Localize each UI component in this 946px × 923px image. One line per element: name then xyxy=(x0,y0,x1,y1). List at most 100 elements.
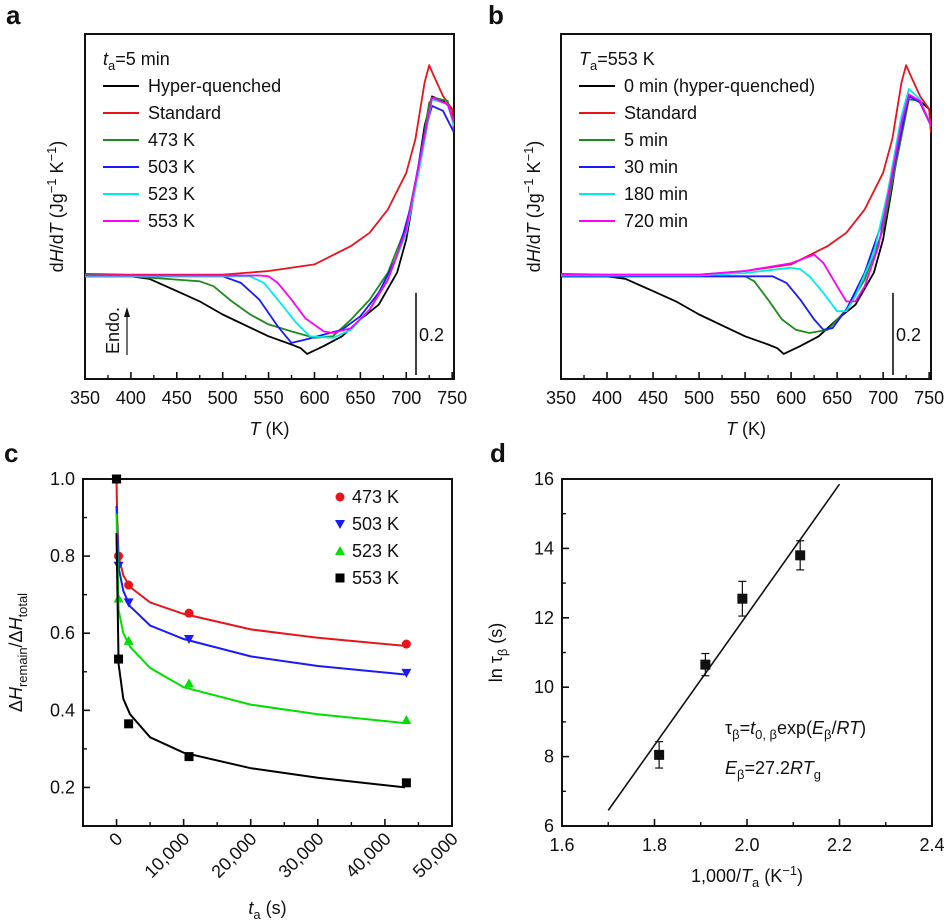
x-axis-label: ta (s) xyxy=(248,898,286,922)
fit-curve-553k xyxy=(115,532,406,789)
x-tick-label: 600 xyxy=(776,388,806,408)
text-segment: exp( xyxy=(777,718,812,738)
legend-marker xyxy=(335,492,345,502)
x-tick-label: 700 xyxy=(391,388,421,408)
x-tick-label: 2.2 xyxy=(827,835,852,855)
fit-line xyxy=(607,483,841,811)
text-segment: ) xyxy=(47,141,67,147)
text-segment: (s) xyxy=(486,623,506,649)
scale-bar-label: 0.2 xyxy=(896,325,921,345)
legend-title: Ta=553 K xyxy=(579,49,655,73)
text-segment: (s) xyxy=(261,898,287,918)
text-segment: E xyxy=(812,718,825,738)
y-tick-label: 12 xyxy=(534,608,554,628)
x-tick-label: 350 xyxy=(546,388,576,408)
legend-label: 30 min xyxy=(624,157,678,177)
legend-label: 553 K xyxy=(352,568,399,588)
text-segment: ) xyxy=(524,141,544,147)
panel-letter: b xyxy=(488,0,504,30)
legend-label: 180 min xyxy=(624,184,688,204)
panel-d: d 1.6 1.8 2.0 2.2 2.4 6 8 10 12 14 16 1,000/Ta (K−1)… xyxy=(486,438,945,890)
text-segment: RT xyxy=(836,718,862,738)
x-tick-label: 2.4 xyxy=(919,835,944,855)
text-segment: ) xyxy=(797,866,803,886)
text-segment: E xyxy=(725,758,738,778)
text-segment: ln τ xyxy=(486,656,506,682)
x-tick-label: 450 xyxy=(162,388,192,408)
text-segment: (K) xyxy=(737,419,766,439)
text-segment: (K xyxy=(759,866,782,886)
x-tick-label: 650 xyxy=(822,388,852,408)
legend-label: Standard xyxy=(148,103,221,123)
data-point xyxy=(737,593,748,604)
text-segment: RT xyxy=(790,758,816,778)
series-line-standard xyxy=(85,64,454,276)
text-segment: K xyxy=(524,161,544,178)
text-segment: remain xyxy=(15,647,30,687)
text-segment: 0, β xyxy=(755,727,777,742)
data-point xyxy=(184,752,194,762)
text-segment: a xyxy=(752,875,760,890)
y-tick-label: 0.2 xyxy=(50,777,75,797)
text-segment: ) xyxy=(860,718,866,738)
text-segment: β xyxy=(737,767,744,782)
data-point xyxy=(184,678,195,688)
panel-letter: a xyxy=(6,0,21,30)
x-axis-label: T (K) xyxy=(250,419,290,439)
text-segment: (Jg xyxy=(524,193,544,223)
plot-frame xyxy=(560,33,932,380)
text-segment: t xyxy=(248,898,254,918)
text-segment: T xyxy=(741,866,754,886)
legend-marker xyxy=(335,573,345,583)
text-segment: t xyxy=(750,718,756,738)
endo-label: Endo. xyxy=(103,307,123,354)
series-line-30-min xyxy=(561,95,931,331)
x-tick-label: 550 xyxy=(730,388,760,408)
text-segment: T xyxy=(726,419,739,439)
y-tick-label: 0.6 xyxy=(50,623,75,643)
scale-bar-label: 0.2 xyxy=(419,325,444,345)
x-axis-label: T (K) xyxy=(726,419,766,439)
series-line-473-k xyxy=(85,96,454,339)
data-point xyxy=(114,654,124,664)
text-segment: =553 K xyxy=(597,49,655,69)
y-tick-label: 16 xyxy=(534,469,554,489)
text-segment: H xyxy=(524,248,544,262)
legend-label: 503 K xyxy=(148,157,195,177)
data-point xyxy=(401,778,411,788)
x-tick-label: 10,000 xyxy=(140,829,193,882)
x-tick-label: 400 xyxy=(592,388,622,408)
text-segment: K xyxy=(47,161,67,178)
series-line-5-min xyxy=(561,98,931,334)
y-tick-label: 14 xyxy=(534,538,554,558)
legend-label: 5 min xyxy=(624,130,668,150)
legend-label: Standard xyxy=(624,103,697,123)
fit-curve-523k xyxy=(115,513,406,725)
data-point xyxy=(112,474,122,484)
legend-label: 0 min (hyper-quenched) xyxy=(624,76,815,96)
data-point xyxy=(401,714,412,724)
y-tick-label: 0.8 xyxy=(50,546,75,566)
series-line-0-min-hyper-quenched- xyxy=(561,95,931,355)
fit-curve-503k xyxy=(115,505,406,676)
equation-annotation: τβ=t0, βexp(Eβ/RT) xyxy=(725,718,866,742)
text-segment: a xyxy=(590,58,598,73)
x-tick-label: 650 xyxy=(345,388,375,408)
text-segment: total xyxy=(15,593,30,618)
series-line-553-k xyxy=(85,96,454,334)
x-tick-label: 750 xyxy=(914,388,944,408)
text-segment: =5 min xyxy=(115,49,170,69)
legend-label: 720 min xyxy=(624,211,688,231)
text-segment: d xyxy=(47,262,67,272)
y-axis-label: ln τβ (s) xyxy=(486,623,510,683)
data-point xyxy=(700,659,711,670)
text-segment: −1 xyxy=(521,147,536,162)
data-point xyxy=(123,635,134,645)
text-segment: t xyxy=(103,49,109,69)
text-segment: β xyxy=(732,727,739,742)
panel-letter: c xyxy=(4,438,18,468)
text-segment: (Jg xyxy=(47,193,67,223)
